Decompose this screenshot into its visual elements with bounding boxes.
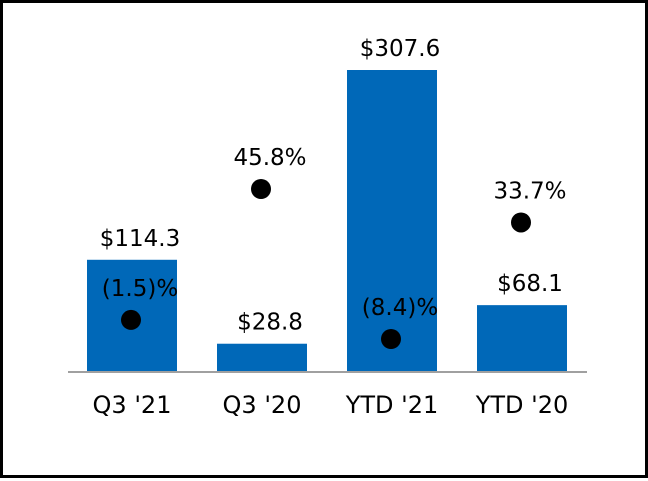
bar-series xyxy=(87,70,567,372)
bar-value-labels: $114.3 $28.8 $307.6 $68.1 xyxy=(100,36,563,336)
change-dot-ytd-21 xyxy=(381,329,401,349)
tick-label-ytd-20: YTD '20 xyxy=(475,391,569,419)
bar-chart: $114.3 $28.8 $307.6 $68.1 (1.5)% 45.8% (… xyxy=(68,36,587,419)
change-label-q3-21: (1.5)% xyxy=(102,276,178,302)
bar-label-q3-21: $114.3 xyxy=(100,226,180,252)
bar-label-ytd-21: $307.6 xyxy=(360,36,440,62)
bar-label-ytd-20: $68.1 xyxy=(497,271,563,297)
bar-label-q3-20: $28.8 xyxy=(237,310,303,336)
tick-label-ytd-21: YTD '21 xyxy=(345,391,439,419)
x-axis-tick-labels: Q3 '21 Q3 '20 YTD '21 YTD '20 xyxy=(93,391,569,419)
tick-label-q3-21: Q3 '21 xyxy=(93,391,172,419)
change-label-ytd-21: (8.4)% xyxy=(362,295,438,321)
change-dot-q3-20 xyxy=(251,179,271,199)
bar-ytd-20 xyxy=(477,305,567,372)
change-label-ytd-20: 33.7% xyxy=(493,178,566,204)
change-value-labels: (1.5)% 45.8% (8.4)% 33.7% xyxy=(102,145,567,321)
change-label-q3-20: 45.8% xyxy=(233,145,306,171)
change-dot-ytd-20 xyxy=(511,212,531,233)
tick-label-q3-20: Q3 '20 xyxy=(223,391,302,419)
change-dot-q3-21 xyxy=(121,309,141,330)
change-series xyxy=(121,179,531,349)
bar-ytd-21 xyxy=(347,70,437,372)
bar-q3-20 xyxy=(217,343,307,372)
